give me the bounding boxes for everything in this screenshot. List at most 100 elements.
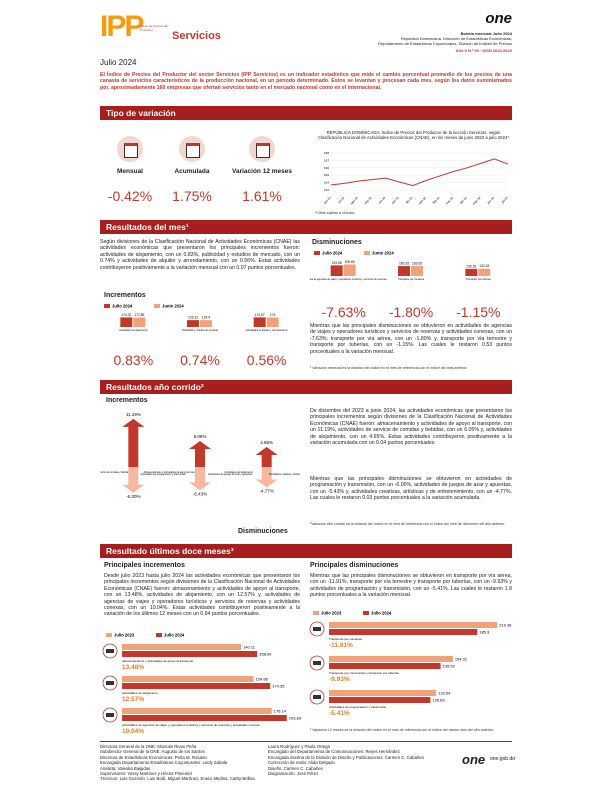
- category-label: Actividades de programación y transmisió…: [141, 473, 187, 476]
- y-tick-label: 166: [324, 166, 329, 170]
- category-label: Publicidad y estudios de mercado: [182, 329, 218, 332]
- site: one.gob.do: [490, 756, 516, 762]
- bar-value: 154.91: [455, 657, 468, 662]
- paragraph: De diciembre del 2023 a junio 2024, las …: [310, 408, 512, 447]
- icon-box: [186, 143, 200, 158]
- icon-detail: [106, 713, 114, 717]
- x-tick-label: ago-23: [350, 196, 360, 206]
- header-info: Boletín mensual Julio 2024 República Dom…: [330, 31, 512, 54]
- icon: [309, 621, 325, 637]
- change-value: -1.80%: [388, 304, 434, 320]
- x-tick-label: nov-23: [390, 196, 400, 206]
- category-label: Actividades de agencias de viajes y oper…: [122, 723, 260, 727]
- change-value: -11.91%: [329, 642, 353, 649]
- category-label: Transporte por vía aérea: [398, 278, 425, 281]
- category-label: Almacenamiento y actividades de apoyo al…: [122, 659, 194, 663]
- legend-label: Julio 2023: [321, 611, 342, 616]
- credit-line: Laura Rodríguez y Paola Ortega: [268, 744, 330, 749]
- issue: Año 9 N.º 05 · ISSN 2023-9620: [455, 48, 512, 54]
- y-tick-label: 165: [324, 173, 329, 177]
- arrow-up: [189, 440, 211, 467]
- bar: [122, 715, 287, 721]
- category-label: Actividades de alquiler y arrendamiento: [246, 329, 289, 332]
- x-tick-label: dic-23: [405, 196, 414, 205]
- intro: El Índice de Precios del Productor del s…: [100, 72, 512, 91]
- x-tick-label: oct-23: [377, 196, 386, 205]
- bar-value: 183.65: [412, 261, 422, 265]
- category-label: Actividades de agencias de viajes y oper…: [310, 278, 387, 281]
- bar-value: 193.83: [289, 716, 302, 721]
- bar: [120, 317, 133, 327]
- legend-label: Julio 2023: [114, 633, 135, 638]
- icon-detail: [313, 695, 321, 699]
- section-heading: Resultados año corrido²: [100, 380, 512, 394]
- arrow-down: [255, 467, 278, 488]
- arrow-value: 11.19%: [126, 412, 141, 417]
- x-tick-label: jul-24: [500, 196, 509, 205]
- bar: [329, 697, 431, 703]
- credits: Laura Rodríguez y Paola Ortega Encargado …: [268, 744, 458, 776]
- bar-value: 174.02: [121, 313, 131, 317]
- org-logo: one: [485, 10, 512, 27]
- x-tick-label: abr-24: [459, 196, 468, 205]
- bar: [465, 268, 478, 276]
- category-label: Transporte por vía aérea: [329, 637, 362, 641]
- bar-value: 174.97: [255, 313, 265, 317]
- category-label: Transporte por vía terrestre y transport…: [329, 671, 399, 675]
- icon: [102, 675, 118, 691]
- bar: [122, 708, 272, 714]
- dept: Departamento de Estadísticas Coyunturale…: [378, 40, 512, 46]
- bar-value: 193.66: [332, 261, 342, 265]
- bar-chart: Julio 2024 193.66 180.35 130.52 Junio 2024 20…: [310, 251, 492, 282]
- legend-label: Julio 2024: [322, 251, 343, 256]
- icon-box: [256, 143, 270, 158]
- bar-value: 139.52: [443, 664, 456, 669]
- credit-line: Analista: Valeska Baigidas: [100, 765, 151, 771]
- bar-value: 124.4: [202, 316, 210, 320]
- note: ¹ Variación mensual es la relación del í…: [310, 366, 468, 370]
- variation-value: -0.42%: [107, 188, 153, 204]
- credit-line: Encargado del Departamento de Comunicaci…: [268, 749, 400, 755]
- legend-label: Junio 2024: [372, 251, 394, 256]
- legend-swatch: [364, 251, 370, 255]
- bar: [266, 317, 279, 327]
- credit-line: Corrección de estilo: Alida Delgado: [268, 760, 335, 766]
- change-value: -7.63%: [321, 304, 366, 320]
- change-value: 0.74%: [180, 352, 220, 368]
- arrow-value: -6.00%: [126, 494, 140, 499]
- x-tick-label: mar-24: [445, 196, 455, 206]
- change-value: 12.57%: [122, 696, 144, 703]
- bar-value: 180.35: [399, 262, 409, 266]
- category-label: Actividades de servicio de comidas y beb…: [100, 471, 130, 474]
- legend-swatch: [313, 611, 319, 615]
- subheading: Principales disminuciones: [310, 562, 399, 569]
- bar: [329, 656, 453, 662]
- change-value: 13.48%: [122, 664, 144, 671]
- bar-value: 154.86: [256, 677, 269, 682]
- legend-label: Junio 2024: [162, 304, 184, 309]
- legend-swatch: [106, 633, 112, 637]
- credit-line: Encargada interina de la División de Dis…: [268, 754, 424, 760]
- arrow-down: [122, 467, 145, 493]
- legend-swatch: [154, 304, 160, 308]
- bar: [122, 676, 254, 682]
- legend-label: Julio 2024: [371, 611, 392, 616]
- variation-value: 1.61%: [242, 188, 282, 204]
- brand-logo: IPP Índice de Precios del Productor: [100, 10, 168, 50]
- note: ³ Variación 12 meses es la relación del …: [310, 728, 494, 732]
- chart-title: REPÚBLICA DOMINICANA: Índice de Precios …: [317, 130, 510, 140]
- bar-value: 133.94: [438, 691, 451, 696]
- icon: [309, 655, 325, 671]
- paragraph: Mientras que las principales disminucion…: [310, 573, 512, 599]
- arrow-value: 6.05%: [194, 434, 207, 439]
- change-value: -9.93%: [329, 676, 350, 683]
- note: ²Variación año corrido es la relación de…: [310, 522, 506, 526]
- credit-line: Técnicos: Luis Guzmán, Luis Bodí, Miguel…: [100, 776, 256, 782]
- line-chart: 163 164 165 166 167 168 jun-23 jul-23 ago-23 sep-…: [322, 151, 509, 206]
- icon: [102, 707, 118, 723]
- legend-swatch: [104, 304, 110, 308]
- y-tick-label: 163: [324, 188, 329, 192]
- org-logo: one: [462, 752, 486, 767]
